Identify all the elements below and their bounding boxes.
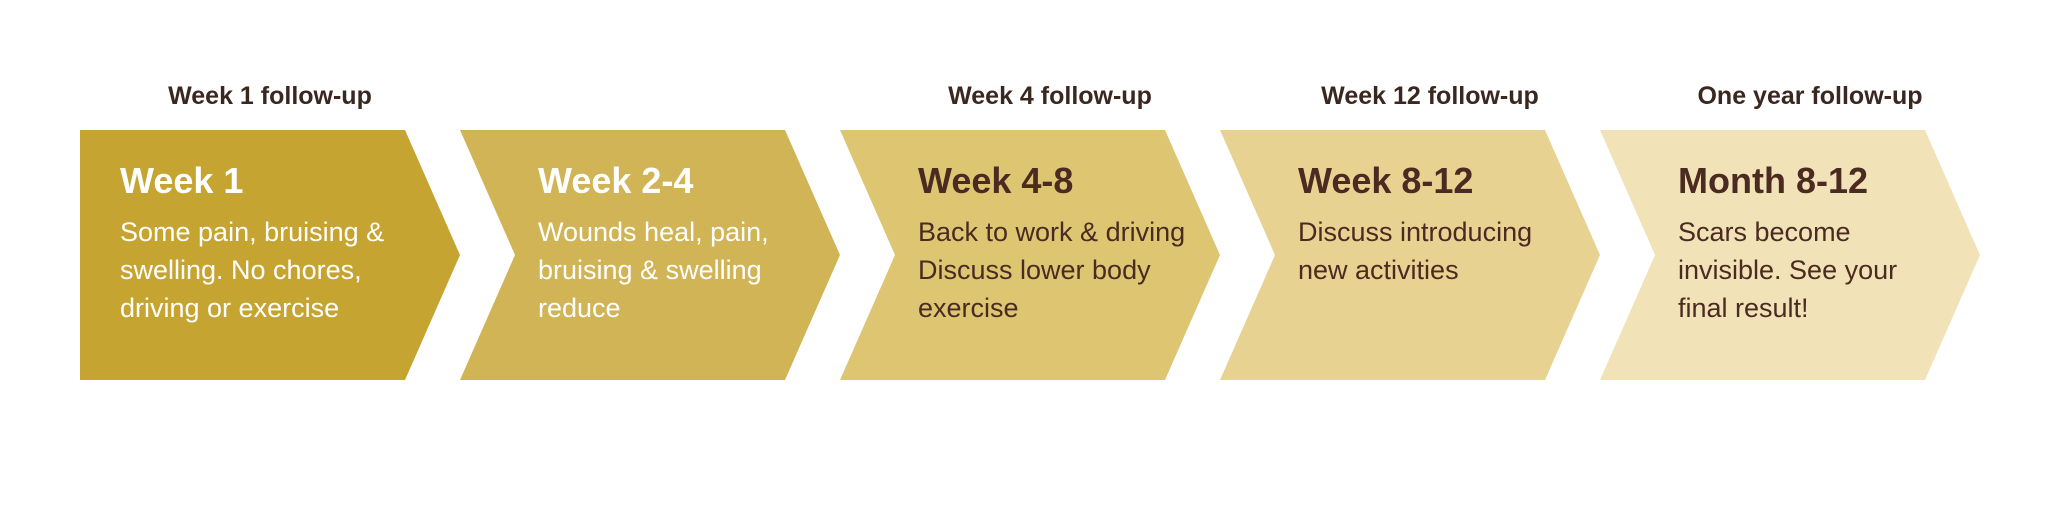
stage-content: Week 4-8 Back to work & driving Discuss l… <box>840 130 1220 380</box>
stage-content: Week 2-4 Wounds heal, pain, bruising & sw… <box>460 130 840 380</box>
stage-content: Month 8-12 Scars become invisible. See yo… <box>1600 130 1980 380</box>
stage-title: Week 4-8 <box>918 160 1190 202</box>
stage-description: Back to work & driving Discuss lower bod… <box>918 214 1190 327</box>
timeline-stage: Week 4 follow-upWeek 4-8Back to work & d… <box>840 130 1220 380</box>
stage-description: Wounds heal, pain, bruising & swelling r… <box>538 214 810 327</box>
stage-followup-label: Week 1 follow-up <box>80 82 460 111</box>
stage-followup-label: One year follow-up <box>1600 82 1980 111</box>
stage-content: Week 8-12 Discuss introducing new activit… <box>1220 130 1600 380</box>
stage-followup-label: Week 4 follow-up <box>840 82 1220 111</box>
stage-description: Scars become invisible. See your final r… <box>1678 214 1950 327</box>
stage-title: Week 1 <box>120 160 430 202</box>
timeline-stage: Week 1 follow-upWeek 1Some pain, bruisin… <box>80 130 460 380</box>
timeline-stage: Week 12 follow-upWeek 8-12Discuss introd… <box>1220 130 1600 380</box>
stage-description: Some pain, bruising & swelling. No chore… <box>120 214 430 327</box>
recovery-timeline: Week 1 follow-upWeek 1Some pain, bruisin… <box>80 130 1980 380</box>
timeline-stage: Week 2-4 Wounds heal, pain, bruising & sw… <box>460 130 840 380</box>
stage-description: Discuss introducing new activities <box>1298 214 1570 290</box>
stage-title: Month 8-12 <box>1678 160 1950 202</box>
stage-title: Week 2-4 <box>538 160 810 202</box>
stage-title: Week 8-12 <box>1298 160 1570 202</box>
stage-content: Week 1 Some pain, bruising & swelling. No… <box>80 130 460 380</box>
timeline-stage: One year follow-upMonth 8-12Scars become… <box>1600 130 1980 380</box>
stage-followup-label: Week 12 follow-up <box>1220 82 1600 111</box>
